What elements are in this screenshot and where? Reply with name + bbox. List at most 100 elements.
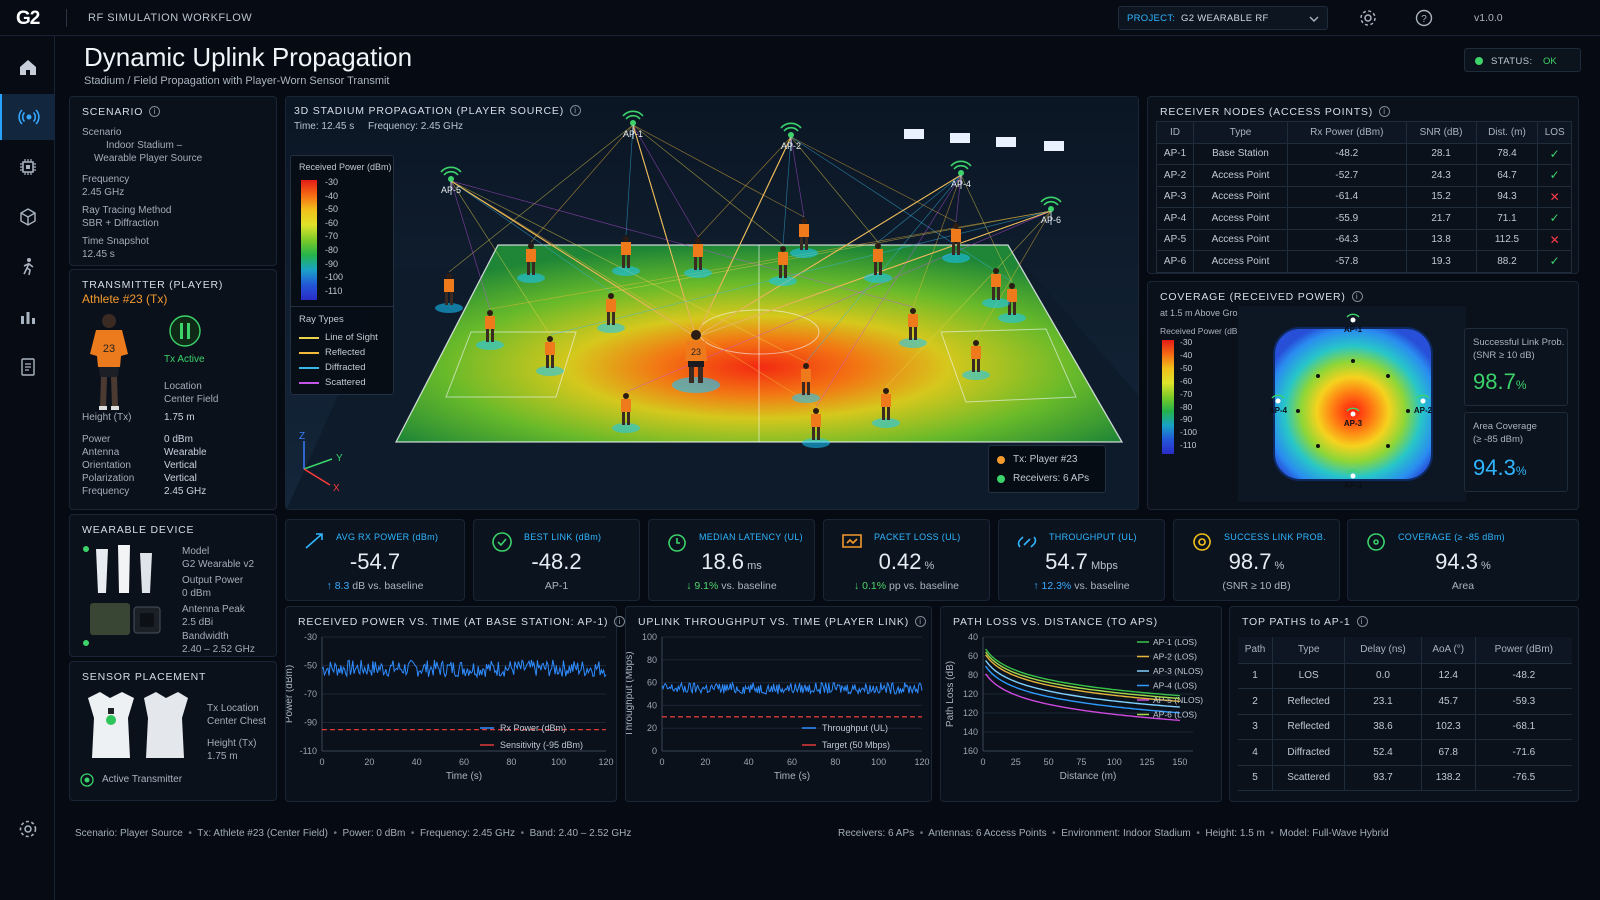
kpi-card[interactable]: AVG RX POWER (dBm) -54.7 ↑ 8.3 dB vs. base… [285,519,465,601]
x-tick-label: 60 [459,757,469,767]
table-cell: Reflected [1272,688,1346,715]
coverage-heatmap[interactable]: AP-1 AP-2 AP-3 AP-4 AP-3 [1238,306,1466,502]
chart-title: RECEIVED POWER vs. TIME (AT BASE STATION… [298,616,609,628]
receiver-nodes-panel: RECEIVER NODES (ACCESS POINTS) i ID Type Rx… [1147,96,1579,274]
player-body [908,314,918,327]
table-cell: 1 [1238,663,1274,689]
table-cell: -71.6 [1475,739,1572,766]
ray [450,180,914,308]
series-line [985,648,1180,697]
table-row[interactable]: 3 Reflected 38.6 102.3 -68.1 [1238,714,1572,740]
series-line [985,651,1180,700]
coverage-ap-marker[interactable]: AP-2 [1414,394,1433,415]
kpi-card[interactable]: COVERAGE (≥ -85 dBm) 94.3 % Area [1347,519,1579,601]
nav-player[interactable] [0,244,55,290]
access-point-marker[interactable]: AP-6 [1040,196,1062,225]
info-icon[interactable]: i [915,616,927,627]
player-glow [612,266,640,276]
info-icon[interactable]: i [570,105,581,116]
player-leg [914,327,917,340]
nav-analytics[interactable] [0,294,55,340]
table-row[interactable]: AP-2 Access Point -52.7 24.3 64.7 ✓ [1156,164,1572,187]
access-point-marker[interactable]: AP-5 [440,166,462,195]
table-row[interactable]: AP-5 Access Point -64.3 13.8 112.5 ✕ [1156,229,1572,251]
throughput-chart[interactable]: 100 80 60 40 20 00 20 40 60 80 100 120 Time (s) Throu… [626,627,933,803]
table-row[interactable]: AP-4 Access Point -55.9 21.7 71.1 ✓ [1156,207,1572,230]
access-point-marker[interactable]: AP-1 [622,110,644,139]
antenna-icon [780,122,802,132]
nav-hardware[interactable] [0,144,55,190]
table-cell: 24.3 [1406,164,1477,187]
footer-item: Receivers: 6 APs [838,828,915,839]
column-header: AoA (°) [1421,637,1476,664]
table-row[interactable]: 2 Reflected 23.1 45.7 -59.3 [1238,688,1572,715]
table-row[interactable]: AP-3 Access Point -61.4 15.2 94.3 ✕ [1156,186,1572,208]
player-23[interactable]: 23 [685,330,707,383]
player-head [623,236,629,242]
ray [632,124,805,218]
ray-swatch [299,381,319,384]
logo[interactable]: G2 [16,8,40,29]
access-point-marker[interactable]: AP-2 [780,122,802,151]
player-glow [962,370,990,380]
stadium-3d-view[interactable]: AP-1 AP-2 AP-4 AP-5 AP-6 23 Z Y X [286,97,1139,510]
table-row[interactable]: AP-6 Access Point -57.8 19.3 88.2 ✓ [1156,250,1572,273]
info-icon[interactable]: i [614,616,626,627]
x-tick-label: 120 [914,757,929,767]
info-icon[interactable]: i [149,106,161,117]
table-row[interactable]: 1 LOS 0.0 12.4 -48.2 [1238,663,1572,689]
project-selector[interactable]: PROJECT: G2 WEARABLE RF [1118,6,1328,30]
time-snapshot-label: Time Snapshot [82,236,149,247]
kpi-card[interactable]: PACKET LOSS (UL) 0.42 % ↓ 0.1% pp vs. base… [823,519,990,601]
coverage-ap-marker[interactable]: AP-1 [1344,313,1363,334]
y-tick-label: 60 [647,678,657,688]
access-point-marker[interactable]: AP-4 [950,160,972,189]
coverage-ap-marker[interactable]: AP-3 [1344,407,1363,428]
player-head [623,393,629,399]
player-leg [952,242,955,255]
ap-dot [1350,317,1356,323]
ray [790,136,805,218]
kpi-card[interactable]: SUCCESS LINK PROB. 98.7 % (SNR ≥ 10 dB) [1173,519,1340,601]
table-cell: AP-5 [1156,229,1195,251]
nav-reports[interactable] [0,344,55,390]
kpi-value-number: 0.42 [878,549,922,574]
legend-tick: -50 [325,204,339,215]
kpi-delta-note: Area [1451,580,1475,592]
link-prob-box: Successful Link Prob. (SNR ≥ 10 dB) 98.7… [1464,328,1568,406]
table-row[interactable]: 4 Diffracted 52.4 67.8 -71.6 [1238,739,1572,766]
player-body [971,346,981,359]
gear-icon[interactable] [1358,8,1378,28]
player-leg [486,329,489,342]
nav-home[interactable] [0,44,55,90]
info-icon[interactable]: i [1379,106,1391,117]
kpi-card[interactable]: BEST LINK (dBm) -48.2 AP-1 [473,519,640,601]
nav-propagation[interactable] [0,94,55,140]
ray [448,124,634,273]
table-row[interactable]: 5 Scattered 93.7 138.2 -76.5 [1238,765,1572,791]
ray [450,180,491,310]
help-icon[interactable]: ? [1414,8,1434,28]
table-cell: -52.7 [1287,164,1407,187]
table-row[interactable]: AP-1 Base Station -48.2 28.1 78.4 ✓ [1156,143,1572,165]
tx-prop-label: Orientation [82,460,131,471]
kpi-title: THROUGHPUT (UL) [1049,532,1137,542]
nav-model[interactable] [0,194,55,240]
coverage-title: COVERAGE (RECEIVED POWER) [1160,291,1346,303]
x-tick-label: 100 [871,757,886,767]
player-glow [612,423,640,433]
kpi-title: COVERAGE (≥ -85 dBm) [1398,532,1505,542]
kpi-card[interactable]: THROUGHPUT (UL) 54.7 Mbps ↑ 12.3% vs. base… [998,519,1165,601]
info-icon[interactable]: i [1351,291,1363,302]
players [435,218,1026,448]
stadium-3d-panel[interactable]: AP-1 AP-2 AP-4 AP-5 AP-6 23 Z Y X 3D STADIUM… [285,96,1139,510]
coverage-ap-marker[interactable]: AP-4 [1269,394,1288,415]
info-icon[interactable]: i [1356,616,1368,627]
coverage-ap-marker[interactable]: AP-3 [1344,469,1363,490]
kpi-card[interactable]: MEDIAN LATENCY (UL) 18.6 ms ↓ 9.1% vs. bas… [648,519,815,601]
player-head [547,336,553,342]
nav-settings[interactable] [0,806,55,852]
table-cell: 13.8 [1406,229,1477,251]
